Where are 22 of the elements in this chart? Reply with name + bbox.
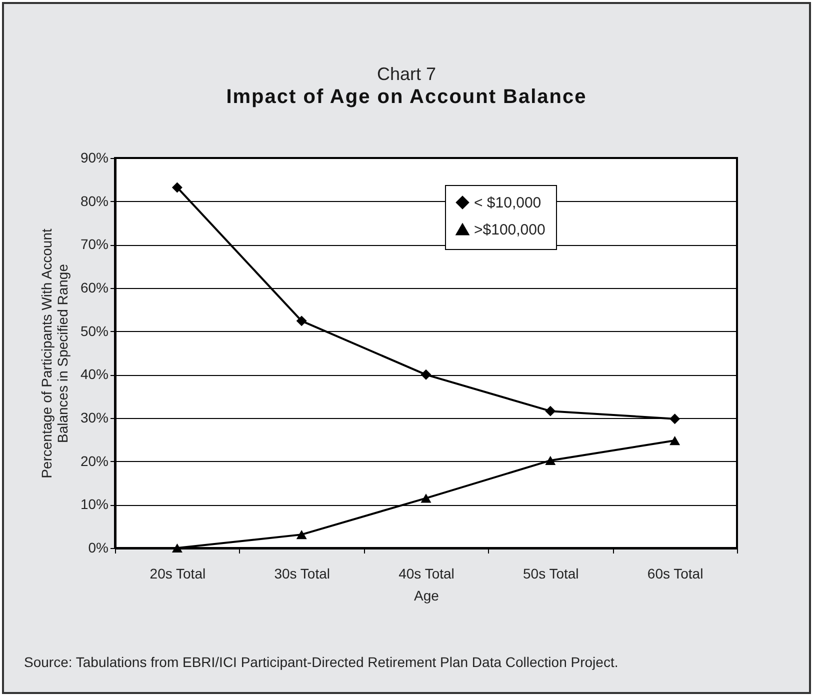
- chart-title: Impact of Age on Account Balance: [225, 86, 588, 109]
- source-note: Source: Tabulations from EBRI/ICI Participant-Directed Retirement Plan Data Collection Project.: [24, 654, 618, 670]
- x-tick-label: 60s Total: [647, 566, 704, 582]
- y-tick-label: 50%: [80, 322, 108, 339]
- x-tick-label: 40s Total: [398, 566, 454, 582]
- x-tick-label: 30s Total: [274, 566, 330, 582]
- y-tick-label: 60%: [80, 280, 108, 296]
- y-axis-title: Percentage of Participants With Account Balances in Specified Range: [38, 228, 70, 478]
- x-tick-label: 50s Total: [523, 566, 579, 582]
- y-tick-label: 20%: [80, 452, 108, 469]
- y-tick-label: 0%: [88, 540, 108, 556]
- legend-label: >$100,000: [474, 222, 546, 238]
- y-tick-label: 40%: [80, 366, 108, 382]
- x-tick-label: 20s Total: [150, 566, 206, 582]
- y-tick-label: 70%: [80, 236, 108, 252]
- y-tick-label: 80%: [80, 192, 108, 209]
- chart-subtitle: Chart 7: [376, 64, 438, 85]
- y-tick-label: 30%: [80, 410, 108, 426]
- x-axis-title: Age: [414, 588, 440, 604]
- y-tick-label: 90%: [80, 150, 108, 166]
- legend-label: < $10,000: [474, 194, 542, 212]
- y-tick-label: 10%: [80, 496, 108, 512]
